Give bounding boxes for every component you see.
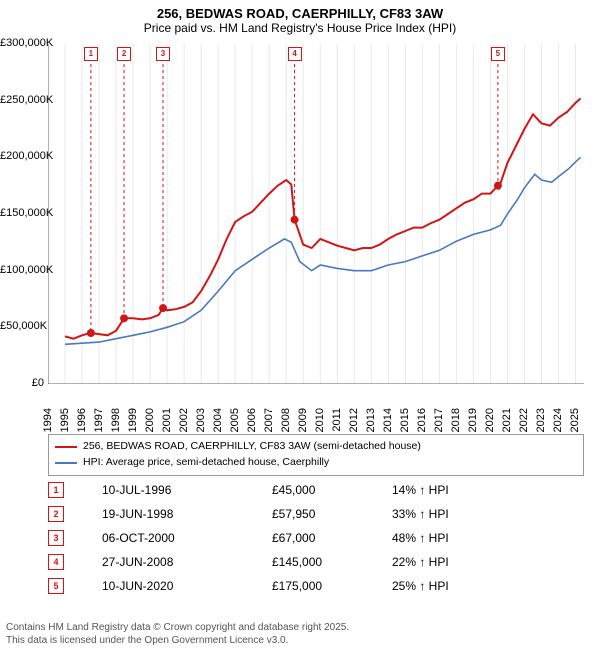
chart-title-1: 256, BEDWAS ROAD, CAERPHILLY, CF83 3AW	[0, 6, 600, 21]
row-price: £145,000	[272, 555, 392, 569]
footer-line-2: This data is licensed under the Open Gov…	[6, 635, 349, 648]
chart-marker-2: 2	[117, 47, 131, 61]
y-tick-label: £200,000K	[0, 150, 44, 162]
chart-marker-1: 1	[84, 47, 98, 61]
legend-label-2: HPI: Average price, semi-detached house,…	[83, 455, 329, 471]
row-marker: 5	[48, 578, 64, 594]
y-tick-label: £100,000K	[0, 264, 44, 276]
row-date: 19-JUN-1998	[102, 507, 272, 521]
chart-title-2: Price paid vs. HM Land Registry's House …	[0, 21, 600, 35]
legend-line-2	[55, 462, 77, 464]
y-tick-label: £150,000K	[0, 207, 44, 219]
y-tick-label: £250,000K	[0, 94, 44, 106]
chart-legend: 256, BEDWAS ROAD, CAERPHILLY, CF83 3AW (…	[48, 434, 584, 476]
legend-label-1: 256, BEDWAS ROAD, CAERPHILLY, CF83 3AW (…	[83, 439, 421, 455]
row-date: 27-JUN-2008	[102, 555, 272, 569]
row-price: £45,000	[272, 483, 392, 497]
y-tick-label: £300,000K	[0, 37, 44, 49]
row-price: £175,000	[272, 579, 392, 593]
chart-marker-3: 3	[156, 47, 170, 61]
row-price: £67,000	[272, 531, 392, 545]
table-row: 3 06-OCT-2000£67,00048% ↑ HPI	[48, 526, 584, 550]
legend-row-2: HPI: Average price, semi-detached house,…	[55, 455, 577, 471]
row-marker: 3	[48, 530, 64, 546]
y-tick-label: £50,000K	[0, 320, 44, 332]
row-marker: 2	[48, 506, 64, 522]
row-date: 10-JUL-1996	[102, 483, 272, 497]
chart-marker-5: 5	[491, 47, 505, 61]
table-row: 1 10-JUL-1996£45,00014% ↑ HPI	[48, 478, 584, 502]
table-row: 4 27-JUN-2008£145,00022% ↑ HPI	[48, 550, 584, 574]
table-row: 5 10-JUN-2020£175,00025% ↑ HPI	[48, 574, 584, 598]
row-marker: 1	[48, 482, 64, 498]
row-date: 10-JUN-2020	[102, 579, 272, 593]
transactions-table: 1 10-JUL-1996£45,00014% ↑ HPI 2 19-JUN-1998…	[48, 478, 584, 598]
y-tick-label: £0	[0, 377, 44, 389]
row-delta: 48% ↑ HPI	[392, 531, 562, 545]
row-delta: 22% ↑ HPI	[392, 555, 562, 569]
row-delta: 33% ↑ HPI	[392, 507, 562, 521]
row-price: £57,950	[272, 507, 392, 521]
row-marker: 4	[48, 554, 64, 570]
table-row: 2 19-JUN-1998£57,95033% ↑ HPI	[48, 502, 584, 526]
chart-plot-area	[48, 44, 584, 384]
row-delta: 14% ↑ HPI	[392, 483, 562, 497]
row-delta: 25% ↑ HPI	[392, 579, 562, 593]
legend-row-1: 256, BEDWAS ROAD, CAERPHILLY, CF83 3AW (…	[55, 439, 577, 455]
footer-line-1: Contains HM Land Registry data © Crown c…	[6, 622, 349, 635]
chart-title-block: 256, BEDWAS ROAD, CAERPHILLY, CF83 3AW P…	[0, 0, 600, 39]
chart-footer: Contains HM Land Registry data © Crown c…	[6, 622, 349, 647]
chart-marker-4: 4	[288, 47, 302, 61]
legend-line-1	[55, 446, 77, 448]
x-axis-labels: 1994199519961997199819992000200120022003…	[48, 384, 584, 428]
row-date: 06-OCT-2000	[102, 531, 272, 545]
